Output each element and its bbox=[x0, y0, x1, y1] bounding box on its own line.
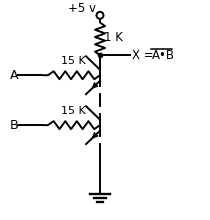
Text: +5 v: +5 v bbox=[68, 2, 96, 15]
Text: 15 K: 15 K bbox=[61, 106, 85, 116]
Text: A: A bbox=[10, 69, 19, 82]
Text: X =: X = bbox=[132, 49, 157, 62]
Text: B: B bbox=[10, 119, 19, 132]
Text: A•B: A•B bbox=[152, 49, 175, 62]
Text: 15 K: 15 K bbox=[61, 56, 85, 66]
Text: 1 K: 1 K bbox=[104, 31, 123, 44]
